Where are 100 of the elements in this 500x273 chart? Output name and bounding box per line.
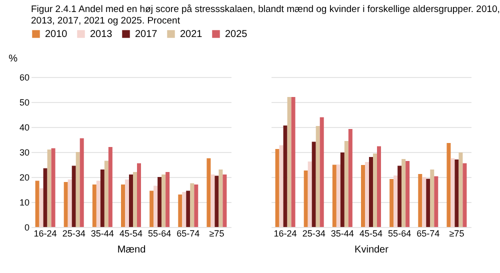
bar	[214, 176, 219, 227]
bar	[100, 170, 104, 227]
bar	[43, 168, 48, 227]
bar	[450, 158, 455, 227]
bar	[64, 182, 68, 227]
x-tick-label: 55-64	[388, 228, 412, 238]
x-tick-label: 16-24	[274, 228, 297, 238]
bar	[402, 159, 406, 227]
bar	[121, 184, 125, 227]
x-tick-label: 25-34	[62, 228, 86, 238]
bar	[80, 138, 84, 227]
bar	[104, 160, 108, 227]
bar	[279, 145, 284, 227]
legend-label: 2010	[45, 29, 68, 40]
bar	[182, 192, 186, 227]
bar	[275, 149, 280, 227]
x-tick-label: ≥75	[209, 228, 224, 238]
bar	[373, 154, 377, 227]
bar	[361, 165, 365, 227]
legend-label: 2021	[180, 29, 203, 40]
legend-label: 2017	[135, 29, 158, 40]
text: Figur 2.4.1 Andel med en høj score på stressskalaen, blandt mænd og kvinder i forskellige aldersgrupper. 2010, 2013, 2017, 2021 og 2025. Procent	[31, 4, 500, 26]
y-tick-label: 20	[19, 172, 30, 182]
bar	[426, 178, 430, 227]
y-axis-title: %	[8, 54, 18, 64]
bar	[434, 176, 438, 227]
bar	[96, 180, 100, 227]
bar	[291, 97, 296, 227]
bar	[462, 163, 467, 227]
bar	[336, 164, 340, 227]
bar	[369, 157, 373, 227]
x-tick-label: 65-74	[176, 228, 200, 238]
bar	[72, 166, 76, 227]
y-tick-label: 40	[19, 122, 30, 132]
bar	[47, 150, 52, 227]
bar	[283, 126, 288, 227]
x-tick-label: 65-74	[416, 228, 440, 238]
bar	[39, 188, 44, 227]
bar	[150, 190, 154, 227]
bar	[365, 162, 369, 227]
bar	[304, 170, 308, 227]
bar	[222, 174, 227, 227]
x-tick-label: 35-44	[90, 228, 114, 238]
bar	[377, 146, 381, 227]
y-tick-label: 60	[19, 72, 30, 82]
bar	[458, 152, 463, 227]
bar	[398, 166, 402, 227]
bar	[206, 158, 211, 227]
bar	[133, 172, 137, 227]
x-tick-label: 16-24	[34, 228, 57, 238]
bar	[394, 176, 398, 227]
bar	[316, 126, 320, 227]
bar	[454, 160, 459, 227]
bar	[166, 172, 170, 227]
bar	[210, 174, 215, 227]
bar	[308, 162, 312, 227]
y-tick-label: 30	[19, 148, 30, 158]
bar	[406, 161, 410, 227]
bar	[68, 180, 72, 227]
y-tick-label: 10	[19, 198, 30, 208]
bar	[129, 174, 133, 227]
x-tick-label: ≥75	[449, 228, 464, 238]
bar	[108, 147, 112, 227]
bar	[332, 164, 336, 227]
bar	[186, 190, 190, 227]
bar	[154, 186, 158, 227]
bar	[312, 142, 316, 227]
bar	[430, 170, 434, 227]
bar	[348, 129, 352, 227]
bar	[422, 177, 426, 227]
legend-label: 2013	[90, 29, 113, 40]
bar	[446, 143, 451, 227]
bar	[76, 152, 80, 227]
bar	[190, 183, 194, 227]
bar	[194, 184, 198, 227]
y-tick-label: 0	[24, 222, 30, 232]
bar	[418, 174, 422, 227]
legend-label: 2025	[225, 29, 248, 40]
bar	[340, 152, 344, 227]
x-tick-label: 45-54	[119, 228, 143, 238]
y-tick-label: 50	[19, 98, 30, 108]
x-axis-title: Mænd	[117, 244, 146, 256]
x-tick-label: 35-44	[330, 228, 354, 238]
bar	[137, 163, 141, 227]
bar	[125, 180, 129, 227]
bar	[287, 97, 292, 227]
bar	[218, 170, 223, 227]
bar	[158, 177, 162, 227]
bar	[162, 174, 166, 227]
bar	[92, 184, 96, 227]
bar	[344, 141, 348, 227]
x-axis-title: Kvinder	[354, 244, 390, 256]
bar	[390, 179, 394, 227]
bar	[178, 194, 182, 227]
x-tick-label: 45-54	[359, 228, 383, 238]
x-tick-label: 55-64	[148, 228, 172, 238]
bar	[35, 180, 40, 227]
x-tick-label: 25-34	[302, 228, 326, 238]
bar	[320, 117, 324, 227]
bar	[51, 148, 56, 227]
